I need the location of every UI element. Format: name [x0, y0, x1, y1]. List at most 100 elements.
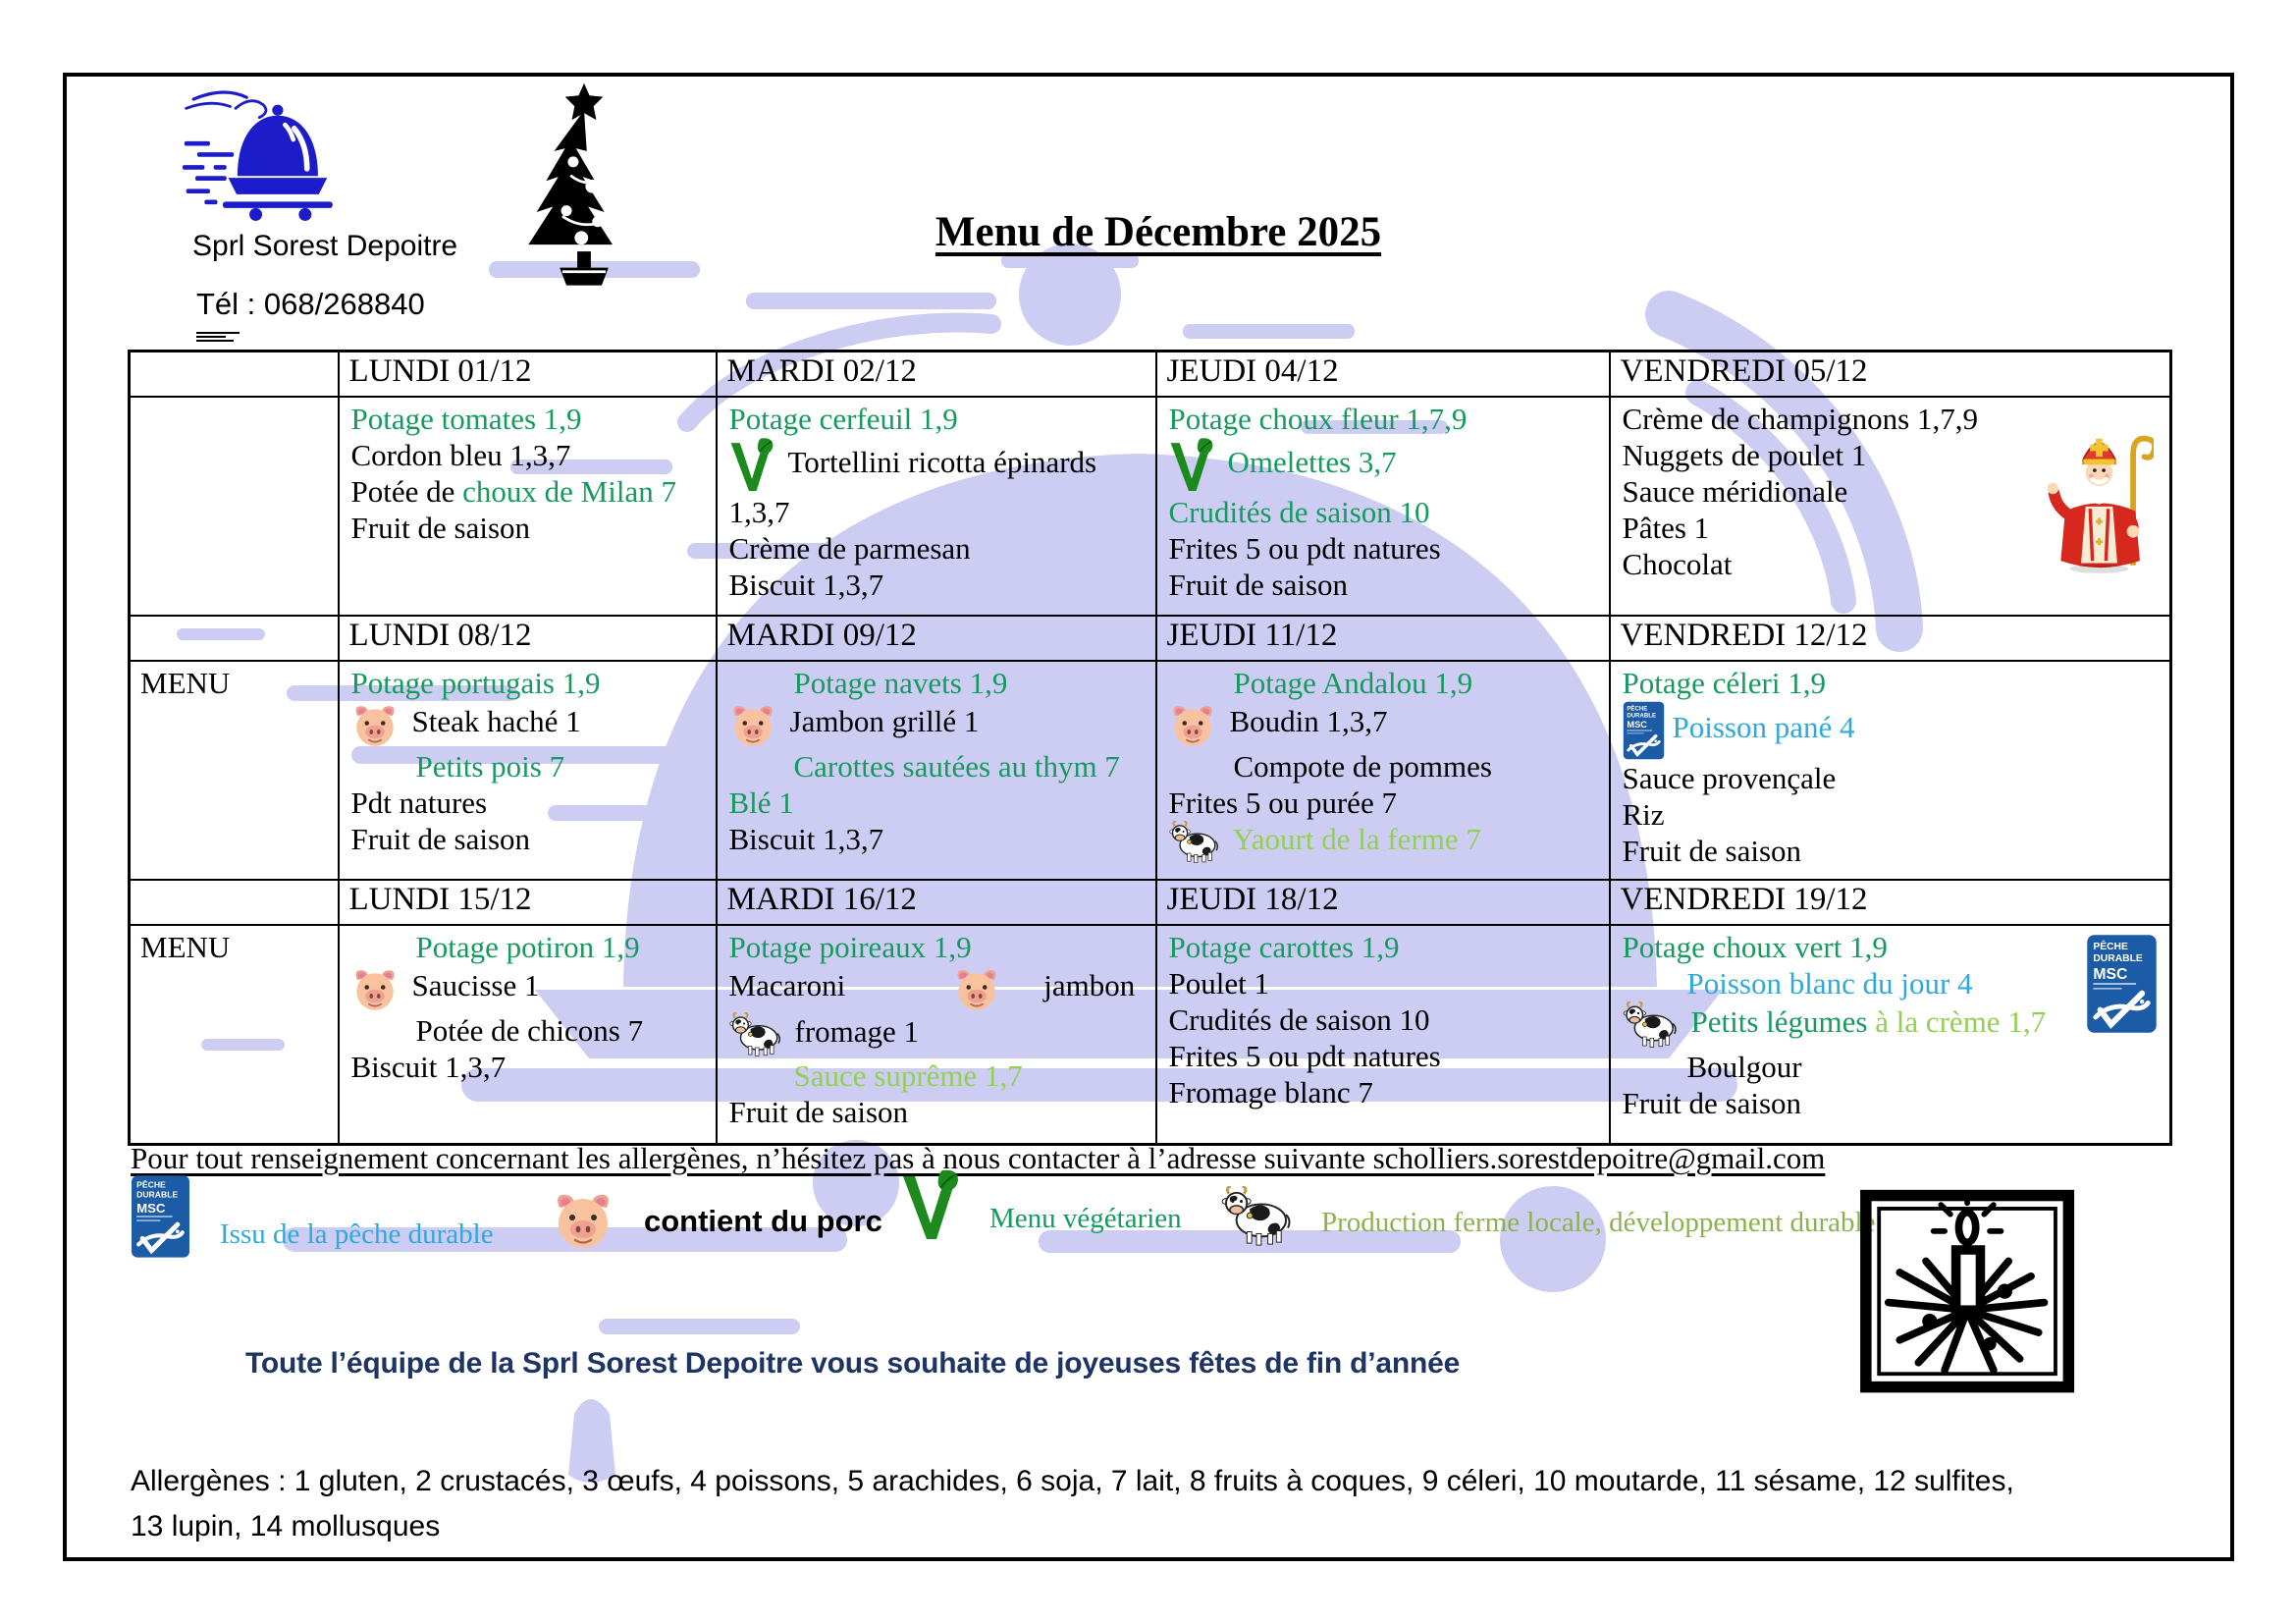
menu-item-text: Sauce méridionale [1622, 474, 1848, 509]
menu-line: Pdt natures [351, 785, 708, 821]
svg-text:DURABLE: DURABLE [136, 1190, 178, 1200]
christmas-tree-image [503, 81, 666, 292]
menu-label-cell: MENU [128, 660, 340, 881]
menu-line: Potage poireaux 1,9 [729, 929, 1148, 965]
empty-corner-cell [128, 350, 340, 398]
svg-text:MSC: MSC [1627, 720, 1647, 730]
menu-item-text: Carottes sautées au thym 7 [793, 749, 1120, 784]
menu-line: Pâtes 1 [1623, 510, 2163, 546]
menu-line: Crudités de saison 10 [1169, 1001, 1601, 1038]
menu-line: Carottes sautées au thym 7 [729, 748, 1148, 785]
menu-item-text: Petits pois 7 [415, 749, 565, 784]
menu-item-text: Fruit de saison [1622, 834, 1802, 868]
svg-text:PÊCHE: PÊCHE [2093, 940, 2128, 952]
menu-item-text: Frites 5 ou pdt natures [1168, 1039, 1441, 1073]
menu-cell: Potage portugais 1,9 Steak haché 1 Petits … [337, 660, 718, 881]
menu-line: Frites 5 ou pdt natures [1169, 1038, 1601, 1074]
company-logo-cloche-icon [183, 84, 370, 227]
menu-line: Cordon bleu 1,3,7 [351, 437, 708, 473]
cow-icon [1221, 1186, 1292, 1247]
menu-line: Boudin 1,3,7 [1169, 701, 1601, 748]
menu-line: Fruit de saison [1623, 1085, 2163, 1121]
menu-line: Potage cerfeuil 1,9 [729, 401, 1148, 437]
menu-line: Sauce provençale [1623, 760, 2163, 796]
menu-line: Compote de pommes [1169, 748, 1601, 785]
closing-message: Toute l’équipe de la Sprl Sorest Depoitr… [245, 1347, 1461, 1380]
legend-item: contient du porc [552, 1188, 882, 1251]
pig-icon [729, 701, 776, 748]
menu-line: fromage 1 [728, 1012, 1148, 1057]
menu-item-text: Nuggets de poulet 1 [1622, 438, 1867, 472]
day-header-cell: LUNDI 01/12 [337, 350, 718, 398]
menu-item-text: Saucisse 1 [411, 968, 540, 1003]
legend-label: Production ferme locale, développement d… [1321, 1207, 1876, 1238]
menu-item-text: Boulgour [1686, 1050, 1802, 1084]
menu-item-text: Sauce suprême 1,7 [793, 1058, 1023, 1093]
page-border-frame [63, 73, 2234, 1561]
menu-item-text: Tortellini ricotta épinards 1,3,7 [728, 445, 1097, 529]
legend-label: Menu végétarien [989, 1203, 1182, 1234]
menu-line: Poulet 1 [1169, 965, 1601, 1001]
menu-line: Nuggets de poulet 1 [1623, 437, 2163, 473]
menu-line: Potée de chicons 7 [351, 1012, 708, 1049]
menu-label-cell: MENU [128, 924, 340, 1146]
menu-item-text: Riz [1622, 797, 1665, 832]
menu-line: Sauce méridionale [1623, 473, 2163, 510]
menu-cell: Potage choux fleur 1,7,9 Omelettes 3,7 Cru… [1154, 396, 1611, 617]
menu-item-text: Steak haché 1 [411, 704, 581, 739]
menu-line: Potage potiron 1,9 [351, 929, 708, 965]
menu-line: Crudités de saison 10 [1169, 494, 1601, 530]
menu-line: Fruit de saison [351, 821, 708, 857]
day-header-cell: MARDI 02/12 [715, 350, 1157, 398]
menu-item-text: choux de Milan 7 [462, 474, 676, 509]
menu-cell: Potage tomates 1,9 Cordon bleu 1,3,7 Potée… [337, 396, 718, 617]
menu-cell: Potage choux vert 1,9 Poisson blanc du jo… [1608, 924, 2172, 1146]
menu-line: PÊCHE DURABLE MSC Poisson pané 4 [1623, 701, 2163, 760]
menu-item-text: Biscuit 1,3,7 [728, 822, 884, 856]
menu-item-text: Poisson blanc du jour 4 [1686, 966, 1973, 1001]
menu-item-text: Potage choux vert 1,9 [1622, 930, 1888, 964]
page-title: Menu de Décembre 2025 [934, 209, 1382, 255]
menu-item-text: Petits légumes [1690, 1004, 1876, 1040]
menu-cell: Potage Andalou 1,9 Boudin 1,3,7 Compote de… [1154, 660, 1611, 881]
menu-line: Blé 1 [729, 785, 1148, 821]
day-header-cell: VENDREDI 19/12 [1608, 879, 2172, 926]
menu-line: Saucisse 1 [351, 965, 708, 1012]
menu-line: Crème de parmesan [729, 530, 1148, 567]
menu-table: LUNDI 01/12 MARDI 02/12 JEUDI 04/12 VENDRED… [128, 350, 2172, 1146]
menu-line: Poisson blanc du jour 4 [1623, 965, 2163, 1001]
menu-item-text: Potage cerfeuil 1,9 [728, 402, 958, 436]
legend-item: Menu végétarien [901, 1168, 1182, 1243]
menu-line: Potage tomates 1,9 [351, 401, 708, 437]
menu-line: Steak haché 1 [351, 701, 708, 748]
menu-line: Frites 5 ou pdt natures [1169, 530, 1601, 567]
menu-line: Yaourt de la ferme 7 [1168, 821, 1601, 864]
menu-cell: Potage potiron 1,9 Saucisse 1 Potée de chi… [337, 924, 718, 1146]
empty-corner-cell [128, 615, 340, 662]
menu-item-text: Fruit de saison [1168, 568, 1349, 602]
menu-cell: Potage carottes 1,9 Poulet 1 Crudités de s… [1154, 924, 1611, 1146]
menu-line: Sauce suprême 1,7 [729, 1057, 1148, 1094]
menu-item-text: Pdt natures [350, 785, 488, 820]
pig-icon [351, 701, 399, 748]
menu-item-text: Fruit de saison [1622, 1086, 1802, 1120]
cow-icon [728, 1012, 781, 1057]
pig-icon [1169, 701, 1216, 748]
menu-line: Frites 5 ou purée 7 [1169, 785, 1601, 821]
menu-item-text: Boudin 1,3,7 [1229, 704, 1388, 739]
day-header-cell: JEUDI 11/12 [1154, 615, 1611, 662]
day-header-cell: MARDI 16/12 [715, 879, 1157, 926]
menu-line: Fruit de saison [1623, 833, 2163, 869]
menu-line: Potage navets 1,9 [729, 665, 1148, 701]
menu-line: Jambon grillé 1 [729, 701, 1148, 748]
menu-line: Petits légumes à la crème 1,7 [1623, 1001, 2163, 1049]
menu-line: Riz [1623, 796, 2163, 833]
svg-text:DURABLE: DURABLE [1627, 713, 1656, 719]
menu-item-text: Potage potiron 1,9 [415, 930, 640, 964]
legend-item: PÊCHE DURABLE MSC Issu de la pêche durable [131, 1174, 494, 1259]
menu-item-text: Chocolat [1622, 547, 1733, 581]
veg-icon [729, 437, 774, 494]
menu-cell: Crème de champignons 1,7,9 Nuggets de pou… [1608, 396, 2172, 617]
day-header-cell: MARDI 09/12 [715, 615, 1157, 662]
